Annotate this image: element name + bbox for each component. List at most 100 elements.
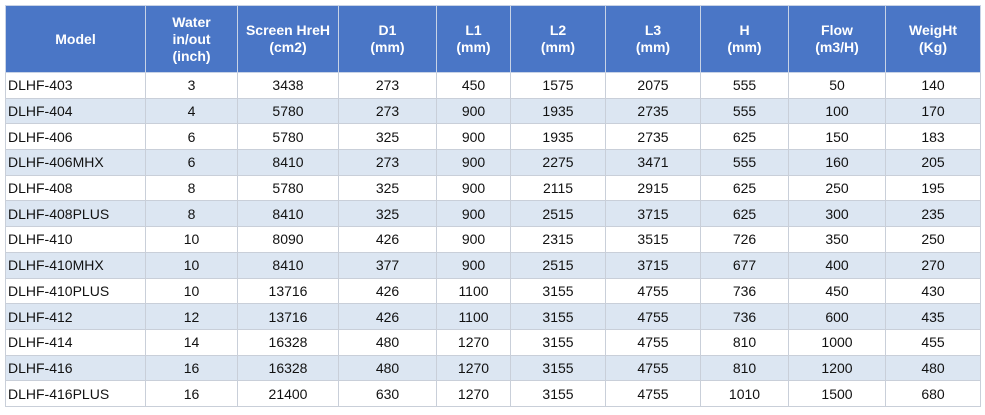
value-cell: 3155 (510, 380, 606, 407)
value-cell: 377 (338, 251, 437, 279)
header-cell: Flow (m3/H) (788, 5, 886, 73)
model-cell: DLHF-416 (5, 354, 146, 382)
value-cell: 480 (338, 354, 437, 382)
value-cell: 16 (145, 354, 238, 382)
value-cell: 10 (145, 277, 238, 305)
table-row: DLHF-410MHX 10 8410 377 900 2515 3715 677 400 270 (5, 251, 981, 279)
value-cell: 680 (885, 380, 981, 407)
value-cell: 426 (338, 226, 437, 253)
header-row: Model Water in/out (inch) Screen HreH (cm2… (5, 5, 981, 73)
value-cell: 16328 (237, 328, 339, 356)
table-row: DLHF-410PLUS 10 13716 426 1100 3155 4755 736 450… (5, 277, 981, 305)
value-cell: 195 (885, 174, 981, 202)
value-cell: 625 (700, 174, 789, 202)
value-cell: 2075 (605, 72, 701, 99)
value-cell: 3155 (510, 303, 606, 330)
value-cell: 2735 (605, 123, 701, 151)
value-cell: 5780 (237, 97, 339, 125)
value-cell: 555 (700, 149, 789, 176)
spec-table: Model Water in/out (inch) Screen HreH (cm2… (5, 5, 981, 407)
value-cell: 5780 (237, 174, 339, 202)
value-cell: 350 (788, 226, 886, 253)
value-cell: 736 (700, 303, 789, 330)
table-row: DLHF-406MHX 6 8410 273 900 2275 3471 555 160 205 (5, 149, 981, 176)
value-cell: 4755 (605, 354, 701, 382)
value-cell: 600 (788, 303, 886, 330)
value-cell: 625 (700, 123, 789, 151)
value-cell: 3715 (605, 251, 701, 279)
value-cell: 3515 (605, 226, 701, 253)
value-cell: 1100 (436, 303, 511, 330)
value-cell: 450 (788, 277, 886, 305)
value-cell: 325 (338, 174, 437, 202)
value-cell: 426 (338, 277, 437, 305)
value-cell: 736 (700, 277, 789, 305)
value-cell: 16 (145, 380, 238, 407)
value-cell: 900 (436, 226, 511, 253)
value-cell: 400 (788, 251, 886, 279)
table-row: DLHF-408PLUS 8 8410 325 900 2515 3715 625 300 235 (5, 200, 981, 228)
value-cell: 3471 (605, 149, 701, 176)
value-cell: 13716 (237, 303, 339, 330)
value-cell: 2115 (510, 174, 606, 202)
value-cell: 1935 (510, 97, 606, 125)
value-cell: 10 (145, 226, 238, 253)
value-cell: 480 (338, 328, 437, 356)
value-cell: 900 (436, 97, 511, 125)
header-cell: Screen HreH (cm2) (237, 5, 339, 73)
model-cell: DLHF-408PLUS (5, 200, 146, 228)
value-cell: 8410 (237, 200, 339, 228)
value-cell: 170 (885, 97, 981, 125)
header-cell: H (mm) (700, 5, 789, 73)
model-cell: DLHF-416PLUS (5, 380, 146, 407)
value-cell: 3 (145, 72, 238, 99)
value-cell: 100 (788, 97, 886, 125)
value-cell: 8090 (237, 226, 339, 253)
value-cell: 2515 (510, 200, 606, 228)
model-cell: DLHF-410MHX (5, 251, 146, 279)
table-row: DLHF-412 12 13716 426 1100 3155 4755 736 600 435 (5, 303, 981, 330)
value-cell: 14 (145, 328, 238, 356)
value-cell: 677 (700, 251, 789, 279)
value-cell: 300 (788, 200, 886, 228)
model-cell: DLHF-412 (5, 303, 146, 330)
value-cell: 1575 (510, 72, 606, 99)
value-cell: 480 (885, 354, 981, 382)
value-cell: 5780 (237, 123, 339, 151)
header-cell: L1 (mm) (436, 5, 511, 73)
value-cell: 8410 (237, 251, 339, 279)
value-cell: 4 (145, 97, 238, 125)
value-cell: 726 (700, 226, 789, 253)
model-cell: DLHF-408 (5, 174, 146, 202)
value-cell: 1270 (436, 380, 511, 407)
value-cell: 21400 (237, 380, 339, 407)
value-cell: 426 (338, 303, 437, 330)
value-cell: 2915 (605, 174, 701, 202)
value-cell: 183 (885, 123, 981, 151)
value-cell: 6 (145, 123, 238, 151)
model-cell: DLHF-403 (5, 72, 146, 99)
value-cell: 900 (436, 123, 511, 151)
value-cell: 50 (788, 72, 886, 99)
value-cell: 16328 (237, 354, 339, 382)
value-cell: 8410 (237, 149, 339, 176)
value-cell: 435 (885, 303, 981, 330)
value-cell: 2315 (510, 226, 606, 253)
table-row: DLHF-404 4 5780 273 900 1935 2735 555 100 170 (5, 97, 981, 125)
value-cell: 2275 (510, 149, 606, 176)
value-cell: 235 (885, 200, 981, 228)
table-row: DLHF-403 3 3438 273 450 1575 2075 555 50 140 (5, 72, 981, 99)
value-cell: 250 (885, 226, 981, 253)
header-cell: Model (5, 5, 146, 73)
value-cell: 555 (700, 72, 789, 99)
header-cell: WeigHt (Kg) (885, 5, 981, 73)
value-cell: 2515 (510, 251, 606, 279)
value-cell: 250 (788, 174, 886, 202)
header-cell: D1 (mm) (338, 5, 437, 73)
value-cell: 1100 (436, 277, 511, 305)
value-cell: 4755 (605, 380, 701, 407)
model-cell: DLHF-406 (5, 123, 146, 151)
table-row: DLHF-416 16 16328 480 1270 3155 4755 810 1200 480 (5, 354, 981, 382)
value-cell: 270 (885, 251, 981, 279)
